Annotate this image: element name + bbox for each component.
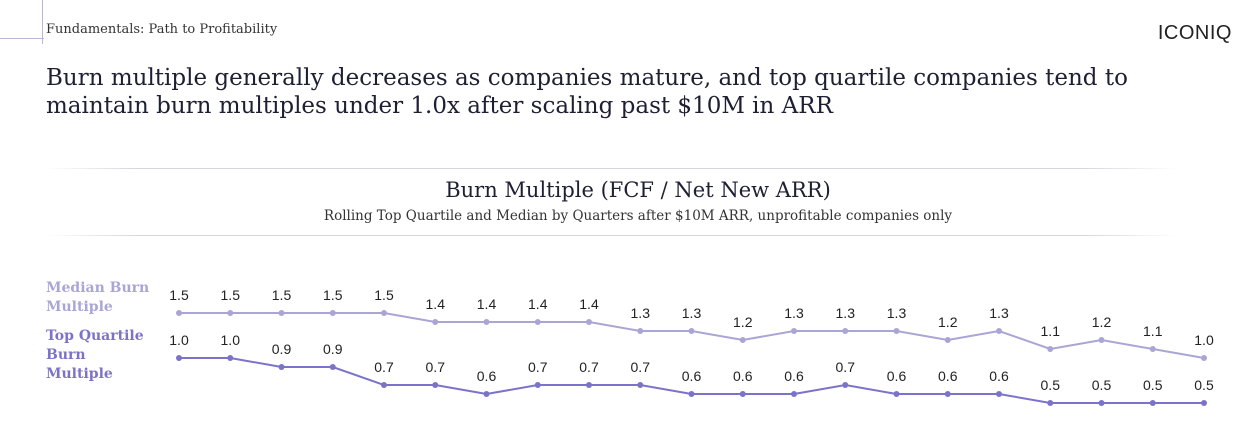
top-quartile-data-label: 0.9 [323, 341, 343, 357]
median-point [534, 319, 541, 325]
divider-top [46, 168, 1176, 169]
top-quartile-data-label: 0.6 [733, 368, 753, 384]
top-quartile-point [688, 391, 695, 397]
median-point [586, 319, 592, 325]
median-data-label: 1.2 [1092, 314, 1112, 330]
divider-bottom [46, 235, 1176, 236]
median-data-label: 1.3 [631, 305, 651, 321]
median-point [637, 328, 644, 334]
median-data-label: 1.1 [1143, 323, 1163, 339]
top-quartile-data-label: 0.6 [682, 368, 702, 384]
median-point [1098, 337, 1105, 343]
top-quartile-point [791, 391, 797, 397]
legend-median-burn-multiple: Median Burn Multiple [46, 280, 150, 315]
median-data-label: 1.5 [221, 287, 241, 303]
top-quartile-point [739, 391, 746, 397]
median-point [1201, 355, 1207, 361]
median-point [996, 328, 1002, 334]
median-data-label: 1.3 [682, 305, 702, 321]
median-data-label: 1.0 [1194, 332, 1214, 348]
median-data-label: 1.4 [426, 296, 446, 312]
median-data-label: 1.2 [733, 314, 753, 330]
top-quartile-point [176, 355, 182, 361]
median-point [381, 310, 387, 316]
top-quartile-point [996, 391, 1002, 397]
top-quartile-data-label: 0.7 [426, 359, 446, 375]
median-point [227, 310, 234, 316]
top-quartile-data-label: 0.6 [887, 368, 907, 384]
median-point [944, 337, 951, 343]
median-point [791, 328, 797, 334]
median-data-label: 1.5 [323, 287, 343, 303]
top-quartile-data-label: 0.6 [989, 368, 1009, 384]
corner-decoration-horizontal [0, 38, 44, 39]
median-data-label: 1.2 [938, 314, 958, 330]
top-quartile-point [586, 382, 592, 388]
median-point [842, 328, 849, 334]
median-point [176, 310, 182, 316]
median-point [278, 310, 285, 316]
median-point [329, 310, 336, 316]
top-quartile-point [893, 391, 900, 397]
top-quartile-data-label: 0.5 [1194, 377, 1214, 393]
top-quartile-point [227, 355, 234, 361]
top-quartile-point [483, 391, 490, 397]
section-label: Fundamentals: Path to Profitability [46, 22, 278, 37]
top-quartile-data-label: 0.5 [1092, 377, 1112, 393]
median-point [432, 319, 439, 325]
median-data-label: 1.5 [169, 287, 189, 303]
median-data-label: 1.4 [579, 296, 599, 312]
median-data-label: 1.3 [836, 305, 856, 321]
top-quartile-point [1201, 400, 1207, 406]
top-quartile-data-label: 0.7 [836, 359, 856, 375]
corner-decoration-vertical [42, 0, 43, 44]
median-data-label: 1.1 [1041, 323, 1061, 339]
top-quartile-data-label: 0.6 [938, 368, 958, 384]
median-point [893, 328, 900, 334]
top-quartile-point [1047, 400, 1054, 406]
top-quartile-point [329, 364, 336, 370]
top-quartile-data-label: 0.9 [272, 341, 292, 357]
median-data-label: 1.5 [272, 287, 292, 303]
median-data-label: 1.4 [528, 296, 548, 312]
top-quartile-point [944, 391, 951, 397]
top-quartile-data-label: 0.7 [631, 359, 651, 375]
top-quartile-point [1149, 400, 1156, 406]
top-quartile-data-label: 1.0 [221, 332, 241, 348]
top-quartile-data-label: 1.0 [169, 332, 189, 348]
median-data-label: 1.3 [784, 305, 804, 321]
top-quartile-point [278, 364, 285, 370]
top-quartile-data-label: 0.7 [374, 359, 394, 375]
median-data-label: 1.4 [477, 296, 497, 312]
top-quartile-point [1098, 400, 1105, 406]
median-data-label: 1.3 [989, 305, 1009, 321]
chart-title: Burn Multiple (FCF / Net New ARR) [445, 178, 831, 202]
median-data-label: 1.5 [374, 287, 394, 303]
median-point [688, 328, 695, 334]
chart-subtitle: Rolling Top Quartile and Median by Quart… [323, 208, 953, 224]
top-quartile-point [637, 382, 644, 388]
top-quartile-point [432, 382, 439, 388]
legend-top-quartile-burn-multiple: Top Quartile Burn Multiple [46, 328, 144, 382]
top-quartile-data-label: 0.5 [1143, 377, 1163, 393]
brand-logo: ICONIQ [1157, 22, 1232, 44]
median-data-label: 1.3 [887, 305, 907, 321]
top-quartile-data-label: 0.6 [477, 368, 497, 384]
top-quartile-data-label: 0.7 [528, 359, 548, 375]
top-quartile-data-label: 0.6 [784, 368, 804, 384]
top-quartile-data-label: 0.7 [579, 359, 599, 375]
median-point [483, 319, 490, 325]
median-point [739, 337, 746, 343]
top-quartile-point [842, 382, 849, 388]
median-point [1149, 346, 1156, 352]
top-quartile-point [381, 382, 387, 388]
top-quartile-data-label: 0.5 [1041, 377, 1061, 393]
top-quartile-point [534, 382, 541, 388]
median-point [1047, 346, 1054, 352]
page-headline: Burn multiple generally decreases as com… [46, 65, 1128, 119]
